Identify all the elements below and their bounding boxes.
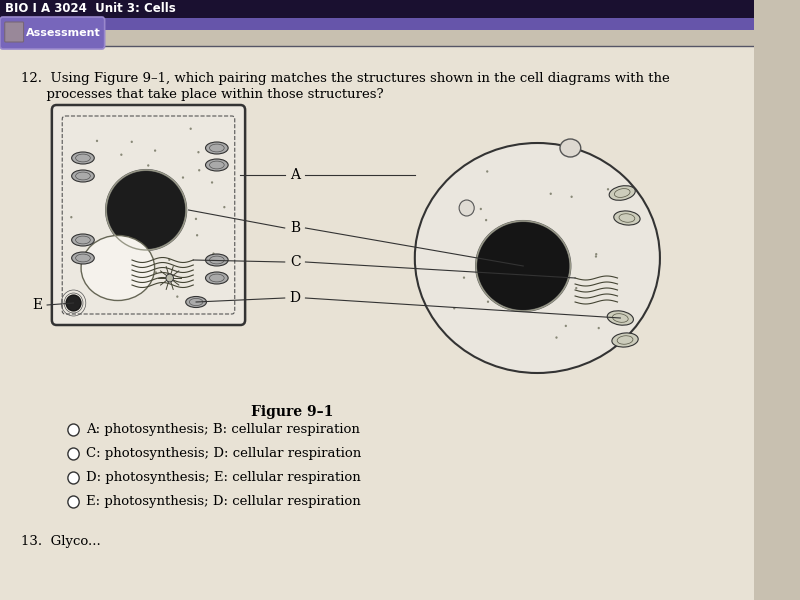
- Circle shape: [190, 128, 192, 130]
- Ellipse shape: [206, 159, 228, 171]
- Circle shape: [485, 219, 487, 221]
- Circle shape: [176, 295, 178, 298]
- Circle shape: [528, 256, 530, 259]
- Ellipse shape: [72, 152, 94, 164]
- FancyBboxPatch shape: [52, 105, 245, 325]
- Text: Assessment: Assessment: [26, 28, 100, 38]
- Circle shape: [212, 253, 214, 255]
- Ellipse shape: [415, 143, 660, 373]
- Circle shape: [68, 496, 79, 508]
- Circle shape: [166, 274, 174, 282]
- Circle shape: [453, 307, 455, 310]
- Circle shape: [170, 232, 173, 235]
- Ellipse shape: [206, 254, 228, 266]
- Circle shape: [484, 273, 486, 275]
- Ellipse shape: [186, 296, 206, 307]
- Text: Figure 9–1: Figure 9–1: [251, 405, 334, 419]
- Circle shape: [487, 301, 489, 303]
- Ellipse shape: [206, 272, 228, 284]
- Circle shape: [565, 325, 567, 327]
- Circle shape: [480, 208, 482, 210]
- FancyBboxPatch shape: [0, 46, 754, 600]
- Circle shape: [116, 283, 118, 286]
- FancyBboxPatch shape: [5, 22, 23, 42]
- Circle shape: [459, 200, 474, 216]
- Text: E: photosynthesis; D: cellular respiration: E: photosynthesis; D: cellular respirati…: [86, 496, 361, 509]
- Circle shape: [96, 140, 98, 142]
- FancyBboxPatch shape: [0, 0, 754, 18]
- Circle shape: [550, 193, 552, 195]
- Circle shape: [510, 260, 512, 263]
- Circle shape: [607, 188, 609, 190]
- Text: A: A: [290, 168, 300, 182]
- Circle shape: [70, 216, 73, 218]
- Circle shape: [575, 287, 578, 289]
- Ellipse shape: [81, 235, 154, 301]
- Circle shape: [555, 337, 558, 339]
- Circle shape: [100, 260, 102, 263]
- Circle shape: [195, 218, 197, 220]
- Ellipse shape: [609, 185, 635, 200]
- Circle shape: [168, 259, 170, 261]
- Circle shape: [124, 260, 126, 262]
- Text: C: photosynthesis; D: cellular respiration: C: photosynthesis; D: cellular respirati…: [86, 448, 361, 461]
- Text: A: photosynthesis; B: cellular respiration: A: photosynthesis; B: cellular respirati…: [86, 424, 360, 437]
- Ellipse shape: [206, 142, 228, 154]
- Text: C: C: [290, 255, 300, 269]
- Ellipse shape: [607, 311, 634, 325]
- Circle shape: [486, 170, 488, 173]
- Circle shape: [68, 424, 79, 436]
- Circle shape: [196, 234, 198, 236]
- Circle shape: [497, 236, 499, 238]
- Ellipse shape: [614, 211, 640, 225]
- Circle shape: [182, 176, 184, 179]
- Circle shape: [154, 271, 157, 274]
- Circle shape: [147, 164, 150, 167]
- Circle shape: [223, 206, 226, 208]
- Circle shape: [101, 278, 102, 280]
- Ellipse shape: [106, 170, 186, 250]
- Text: D: photosynthesis; E: cellular respiration: D: photosynthesis; E: cellular respirati…: [86, 472, 361, 485]
- Text: processes that take place within those structures?: processes that take place within those s…: [21, 88, 383, 101]
- Circle shape: [166, 216, 168, 218]
- Circle shape: [68, 448, 79, 460]
- Circle shape: [499, 259, 502, 262]
- Circle shape: [66, 295, 81, 311]
- Text: 12.  Using Figure 9–1, which pairing matches the structures shown in the cell di: 12. Using Figure 9–1, which pairing matc…: [21, 72, 670, 85]
- Circle shape: [130, 140, 133, 143]
- Circle shape: [198, 151, 199, 154]
- Ellipse shape: [612, 333, 638, 347]
- Text: 13.  Glyco...: 13. Glyco...: [21, 535, 101, 548]
- Circle shape: [87, 273, 90, 275]
- Text: D: D: [290, 291, 301, 305]
- Circle shape: [68, 472, 79, 484]
- Circle shape: [138, 202, 141, 205]
- Circle shape: [598, 327, 600, 329]
- Ellipse shape: [72, 234, 94, 246]
- Text: BIO I A 3024  Unit 3: Cells: BIO I A 3024 Unit 3: Cells: [5, 2, 175, 16]
- Ellipse shape: [72, 170, 94, 182]
- Circle shape: [77, 236, 79, 239]
- FancyBboxPatch shape: [0, 17, 105, 49]
- Circle shape: [595, 255, 597, 257]
- Circle shape: [128, 245, 130, 248]
- Circle shape: [211, 181, 213, 184]
- Text: E: E: [33, 298, 42, 312]
- Circle shape: [154, 149, 156, 152]
- Circle shape: [120, 154, 122, 156]
- Circle shape: [84, 178, 86, 181]
- FancyBboxPatch shape: [0, 18, 754, 30]
- Circle shape: [595, 253, 598, 256]
- Circle shape: [130, 294, 131, 296]
- Circle shape: [570, 196, 573, 198]
- Circle shape: [198, 169, 200, 172]
- Ellipse shape: [560, 139, 581, 157]
- Text: B: B: [290, 221, 300, 235]
- Circle shape: [564, 268, 566, 271]
- Ellipse shape: [72, 252, 94, 264]
- Ellipse shape: [476, 221, 570, 311]
- Circle shape: [463, 277, 465, 279]
